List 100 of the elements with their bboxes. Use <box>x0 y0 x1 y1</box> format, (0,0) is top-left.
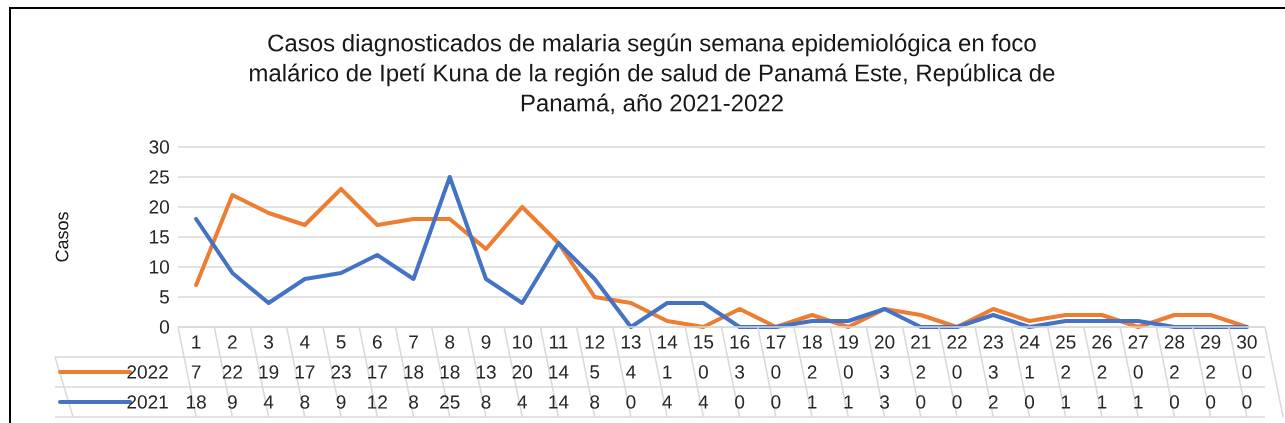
data-label: 0 <box>843 365 853 379</box>
data-label: 3 <box>880 365 890 379</box>
data-label: 19 <box>259 365 279 379</box>
data-label: 1 <box>663 365 672 379</box>
y-tick-label: 5 <box>159 290 169 304</box>
data-label: 1 <box>844 395 853 409</box>
data-label: 2 <box>1097 365 1107 379</box>
x-tick-label: 30 <box>1237 335 1257 349</box>
x-tick-label: 17 <box>766 335 786 349</box>
x-tick-label: 9 <box>481 335 491 349</box>
data-label: 1 <box>1134 395 1143 409</box>
data-label: 1 <box>808 395 817 409</box>
x-tick-label: 11 <box>550 335 568 349</box>
data-label: 0 <box>1133 365 1143 379</box>
chart-title: Casos diagnosticados de malaria según semana epidemiológica en foco malárico de Ipetí Kuna de la región de salud de Panamá Este, República de Panamá, año 2021-2022 <box>250 33 1055 115</box>
data-label: 1 <box>1025 365 1034 379</box>
data-label: 0 <box>1024 395 1035 409</box>
data-label: 4 <box>517 395 527 409</box>
y-tick-label: 20 <box>149 200 169 214</box>
x-tick-label: 26 <box>1092 335 1112 349</box>
data-label: 1 <box>1061 395 1071 409</box>
data-label: 0 <box>698 365 708 379</box>
data-label: 14 <box>549 365 569 379</box>
data-label: 2 <box>1206 365 1215 379</box>
legend-label: 2021 <box>127 395 168 409</box>
x-tick-label: 13 <box>621 335 641 349</box>
data-label: 0 <box>735 395 745 409</box>
data-label: 0 <box>626 395 636 409</box>
x-tick-label: 4 <box>299 335 310 349</box>
data-label: 17 <box>295 365 315 379</box>
x-tick-label: 6 <box>372 335 382 349</box>
data-label: 7 <box>191 365 201 379</box>
y-tick-label: 15 <box>150 230 169 244</box>
data-label: 3 <box>735 365 745 379</box>
data-label: 4 <box>698 395 709 409</box>
data-label: 18 <box>440 365 460 379</box>
x-tick-label: 18 <box>802 335 822 349</box>
y-tick-label: 10 <box>150 260 169 274</box>
data-label: 0 <box>1169 395 1179 409</box>
x-tick-label: 5 <box>336 335 346 349</box>
data-label: 18 <box>187 395 206 409</box>
data-label: 2 <box>807 365 817 379</box>
data-label: 0 <box>916 395 926 409</box>
data-label: 14 <box>549 395 569 409</box>
data-label: 0 <box>952 395 962 409</box>
data-label: 2 <box>988 395 998 409</box>
data-label: 3 <box>988 365 998 379</box>
data-label: 0 <box>771 365 781 379</box>
data-label: 8 <box>300 395 310 409</box>
data-label: 1 <box>1098 395 1107 409</box>
data-label: 2 <box>916 365 926 379</box>
x-tick-label: 2 <box>228 335 237 349</box>
x-tick-label: 7 <box>409 335 418 349</box>
x-tick-label: 27 <box>1128 335 1148 349</box>
x-tick-label: 21 <box>911 335 931 349</box>
data-label: 0 <box>1242 365 1252 379</box>
x-tick-label: 12 <box>585 335 605 349</box>
x-tick-label: 19 <box>839 335 858 349</box>
data-label: 4 <box>263 395 274 409</box>
x-tick-label: 23 <box>983 335 1003 349</box>
y-axis-title: Casos <box>55 212 69 262</box>
x-tick-label: 20 <box>874 335 895 349</box>
x-tick-label: 1 <box>192 335 201 349</box>
x-tick-label: 16 <box>730 335 750 349</box>
y-tick-label: 25 <box>149 170 169 184</box>
data-label: 2 <box>1170 365 1179 379</box>
data-label: 0 <box>1242 395 1252 409</box>
data-label: 20 <box>512 365 533 379</box>
legend-label: 2022 <box>127 365 168 379</box>
data-label: 22 <box>222 365 242 379</box>
data-label: 4 <box>662 395 672 409</box>
data-label: 5 <box>590 365 600 379</box>
data-label: 8 <box>590 395 600 409</box>
data-label: 9 <box>336 395 346 409</box>
data-label: 25 <box>440 395 460 409</box>
x-tick-label: 29 <box>1201 335 1221 349</box>
x-tick-label: 22 <box>947 335 967 349</box>
data-label: 2 <box>1061 365 1071 379</box>
x-tick-label: 25 <box>1056 335 1076 349</box>
x-tick-label: 24 <box>1019 335 1040 349</box>
x-tick-label: 28 <box>1164 335 1185 349</box>
data-label: 0 <box>952 365 962 379</box>
data-label: 8 <box>409 395 418 409</box>
data-label: 9 <box>227 395 237 409</box>
data-label: 3 <box>880 395 890 409</box>
y-tick-label: 0 <box>159 320 170 334</box>
data-label: 17 <box>368 365 387 379</box>
data-label: 23 <box>331 365 351 379</box>
x-tick-label: 15 <box>694 335 714 349</box>
x-tick-label: 10 <box>513 335 533 349</box>
data-label: 4 <box>626 365 636 379</box>
y-tick-label: 30 <box>149 140 169 154</box>
x-tick-label: 14 <box>658 335 678 349</box>
x-tick-label: 3 <box>264 335 274 349</box>
x-tick-label: 8 <box>445 335 455 349</box>
data-label: 8 <box>481 395 491 409</box>
data-label: 12 <box>368 395 387 409</box>
data-label: 0 <box>1206 395 1216 409</box>
data-label: 13 <box>476 365 496 379</box>
data-label: 0 <box>771 395 781 409</box>
